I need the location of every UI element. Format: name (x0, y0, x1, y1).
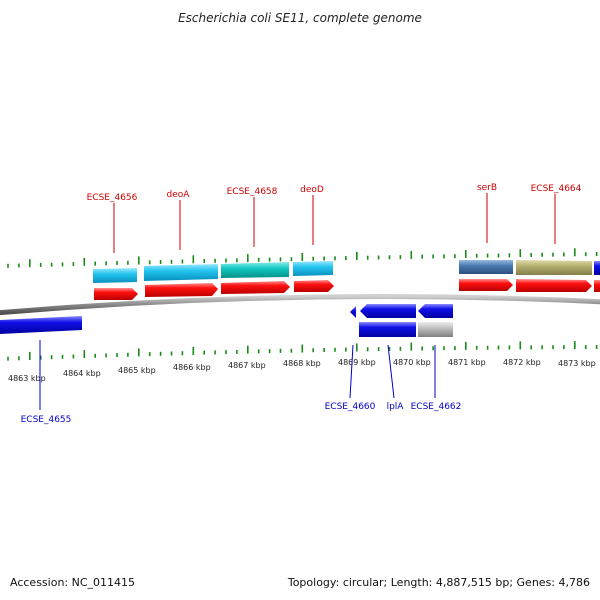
cds-ecse-4660[interactable] (350, 306, 356, 318)
cds-deoa[interactable] (145, 283, 218, 297)
leader-line (349, 344, 354, 399)
upper-tick-track (7, 248, 598, 268)
kbp-label: 4873 kbp (558, 359, 596, 368)
gene-label-ecse-4662[interactable]: ECSE_4662 (411, 402, 462, 412)
gene-deod[interactable] (293, 261, 333, 276)
forward-gene-label-texts: ECSE_4656 deoA ECSE_4658 deoD serB ECSE_… (87, 183, 582, 203)
forward-gene-row (93, 260, 600, 283)
gene-label-ecse-4656[interactable]: ECSE_4656 (87, 193, 138, 203)
kbp-label: 4871 kbp (448, 358, 486, 367)
gene-ecse-4658[interactable] (221, 262, 289, 278)
gene-label-ecse-4658[interactable]: ECSE_4658 (227, 187, 278, 197)
leader-line (387, 344, 395, 399)
gene-offscreen-right-blue[interactable] (594, 261, 600, 275)
gene-label-lpla[interactable]: lplA (387, 402, 405, 412)
forward-gene-labels (113, 193, 556, 253)
kbp-label: 4867 kbp (228, 361, 266, 370)
gene-ecse-4662[interactable] (418, 322, 453, 337)
reverse-gene-leaders (39, 340, 436, 410)
cds-deod[interactable] (294, 280, 334, 292)
gene-lpla[interactable] (359, 322, 416, 337)
kbp-label: 4868 kbp (283, 359, 321, 368)
gene-label-serb[interactable]: serB (477, 183, 497, 193)
gene-ecse-4664[interactable] (516, 260, 592, 275)
gene-serb[interactable] (459, 260, 513, 274)
cds-serb[interactable] (459, 279, 513, 291)
forward-cds-row (94, 279, 600, 300)
gene-label-deod[interactable]: deoD (300, 185, 324, 195)
kbp-label: 4872 kbp (503, 358, 541, 367)
kbp-label: 4864 kbp (63, 369, 101, 378)
cds-ecse-4658[interactable] (221, 281, 290, 294)
cds-ecse-4656[interactable] (94, 288, 138, 300)
kbp-label: 4869 kbp (338, 358, 376, 367)
kbp-scale-labels: 4863 kbp 4864 kbp 4865 kbp 4866 kbp 4867… (8, 358, 596, 383)
gene-label-ecse-4664[interactable]: ECSE_4664 (531, 184, 582, 194)
cds-ecse-4662[interactable] (418, 304, 453, 318)
gene-label-ecse-4660[interactable]: ECSE_4660 (325, 402, 376, 412)
topology-text: Topology: circular; Length: 4,887,515 bp… (287, 576, 590, 589)
kbp-label: 4865 kbp (118, 366, 156, 375)
gene-deoa[interactable] (144, 264, 218, 281)
gene-ecse-4655[interactable] (0, 316, 82, 334)
lower-tick-track (7, 341, 598, 361)
cds-ecse-4664[interactable] (516, 279, 592, 292)
accession-text: Accession: NC_011415 (10, 576, 135, 589)
kbp-label: 4870 kbp (393, 358, 431, 367)
kbp-label: 4866 kbp (173, 363, 211, 372)
cds-lpla[interactable] (360, 304, 416, 318)
kbp-label: 4863 kbp (8, 374, 46, 383)
reverse-gene-row (0, 304, 453, 337)
chromosome-backbone (0, 294, 600, 316)
reverse-gene-label-texts: ECSE_4655 ECSE_4660 lplA ECSE_4662 (21, 402, 462, 425)
gene-label-ecse-4655[interactable]: ECSE_4655 (21, 415, 72, 425)
gene-label-deoa[interactable]: deoA (167, 190, 191, 200)
gene-ecse-4656[interactable] (93, 268, 137, 283)
cds-offscreen-right-red[interactable] (594, 280, 600, 292)
genome-title: Escherichia coli SE11, complete genome (178, 11, 422, 25)
